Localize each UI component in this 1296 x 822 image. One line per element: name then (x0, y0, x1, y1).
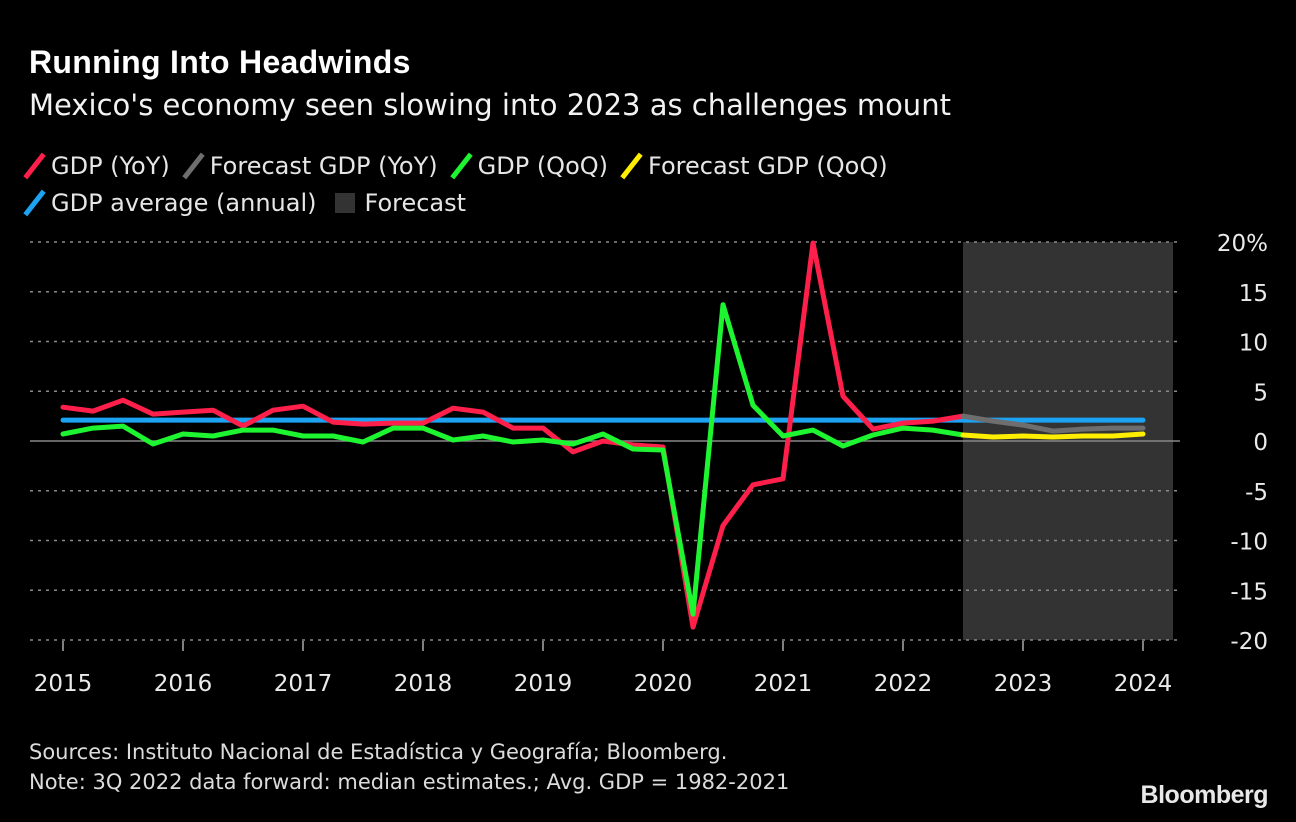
x-tick-label: 2021 (754, 671, 813, 697)
y-tick-label: 10 (1239, 331, 1268, 357)
legend-item-forecast: Forecast (334, 189, 467, 217)
x-tick-label: 2019 (514, 671, 573, 697)
x-tick-label: 2018 (394, 671, 453, 697)
x-tick-label: 2024 (1114, 671, 1173, 697)
bloomberg-logo: Bloomberg (1140, 781, 1269, 809)
y-tick-label: -15 (1230, 579, 1268, 605)
legend-row-1: GDP (YoY) Forecast GDP (YoY) GDP (QoQ) F… (29, 152, 906, 180)
x-tick-label: 2017 (274, 671, 333, 697)
legend-item-forecast-gdp-yoy: Forecast GDP (YoY) (188, 152, 438, 180)
legend-row-2: GDP average (annual) Forecast (29, 189, 484, 217)
y-tick-label: 5 (1253, 380, 1268, 406)
legend-label: GDP (YoY) (51, 152, 170, 180)
x-tick-label: 2016 (154, 671, 213, 697)
legend-label: Forecast (364, 189, 467, 217)
y-tick-label: -10 (1230, 530, 1268, 556)
chart-subtitle: Mexico's economy seen slowing into 2023 … (29, 88, 951, 122)
legend-label: GDP (QoQ) (477, 152, 609, 180)
x-tick-label: 2022 (874, 671, 933, 697)
series-line-forecast-gdp-qoq (960, 431, 1146, 440)
series-line-gdp-qoq (60, 302, 966, 617)
legend-box-icon (334, 193, 355, 213)
y-tick-label: 0 (1253, 430, 1268, 456)
y-tick-label: -5 (1245, 480, 1268, 506)
chart-title: Running Into Headwinds (29, 44, 411, 80)
x-tick-label: 2015 (34, 671, 93, 697)
legend-item-gdp-qoq: GDP (QoQ) (456, 152, 608, 180)
y-tick-label: 15 (1239, 281, 1268, 307)
legend-item-gdp-yoy: GDP (YoY) (29, 152, 170, 180)
series-line-gdp-yoy (60, 240, 966, 630)
legend-label: Forecast GDP (YoY) (209, 152, 438, 180)
series-line-forecast-gdp-yoy (960, 413, 1146, 434)
legend-label: GDP average (annual) (51, 189, 317, 217)
y-tick-label: -20 (1230, 629, 1268, 655)
footer-sources: Sources: Instituto Nacional de Estadísti… (29, 740, 728, 764)
x-tick-label: 2020 (634, 671, 693, 697)
legend-item-gdp-average: GDP average (annual) (29, 189, 317, 217)
y-tick-label: 20% (1217, 231, 1268, 257)
legend-label: Forecast GDP (QoQ) (648, 152, 888, 180)
legend-item-forecast-gdp-qoq: Forecast GDP (QoQ) (626, 152, 888, 180)
x-tick-label: 2023 (994, 671, 1053, 697)
footer-note: Note: 3Q 2022 data forward: median estim… (29, 770, 790, 794)
